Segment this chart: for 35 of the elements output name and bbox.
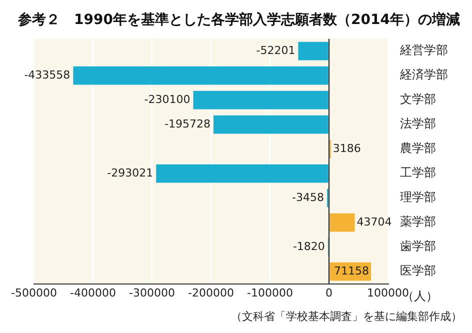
x-tick-label: -400000: [70, 286, 116, 300]
data-label: 71158: [334, 264, 369, 278]
y-tick-label: 経済学部: [399, 68, 448, 82]
bar: [193, 90, 328, 110]
y-tick-label: 文学部: [400, 92, 436, 106]
chart-title: 参考２ 1990年を基準とした各学部入学志願者数（2014年）の増減: [17, 11, 460, 28]
text: （文科省「学校基本調査」を基に編集部作成）: [231, 310, 462, 323]
x-tick-label: -200000: [188, 286, 234, 300]
y-tick-label: 農学部: [400, 141, 436, 156]
y-tick-label: 医学部: [400, 264, 436, 278]
y-tick-label: 歯学部: [400, 239, 436, 254]
data-label: -1820: [292, 240, 325, 253]
bar: [298, 42, 328, 60]
data-label: -433558: [24, 68, 70, 82]
y-tick-label: 経営学部: [399, 43, 448, 58]
data-label: -3458: [292, 190, 324, 204]
y-tick-label: 薬学部: [400, 214, 436, 229]
data-label: -52201: [256, 44, 296, 57]
x-tick-label: -300000: [129, 286, 175, 300]
x-tick-label: 0: [325, 286, 332, 300]
bar: [73, 66, 328, 85]
data-label: -293021: [107, 166, 154, 180]
y-tick-label: 法学部: [400, 116, 436, 131]
bar: [330, 213, 355, 232]
x-tick-label: 100000: [367, 286, 409, 300]
bar: [214, 115, 328, 134]
y-tick-label: 工学部: [400, 166, 436, 180]
y-tick-label: 理学部: [400, 190, 436, 204]
bar: [156, 164, 328, 183]
data-label: -230100: [144, 92, 190, 106]
x-tick-label: -100000: [247, 286, 293, 300]
data-label: -195728: [164, 117, 211, 130]
data-label: 3186: [332, 142, 361, 155]
data-label: 43704: [356, 215, 392, 228]
x-tick-label: -500000: [10, 286, 57, 300]
